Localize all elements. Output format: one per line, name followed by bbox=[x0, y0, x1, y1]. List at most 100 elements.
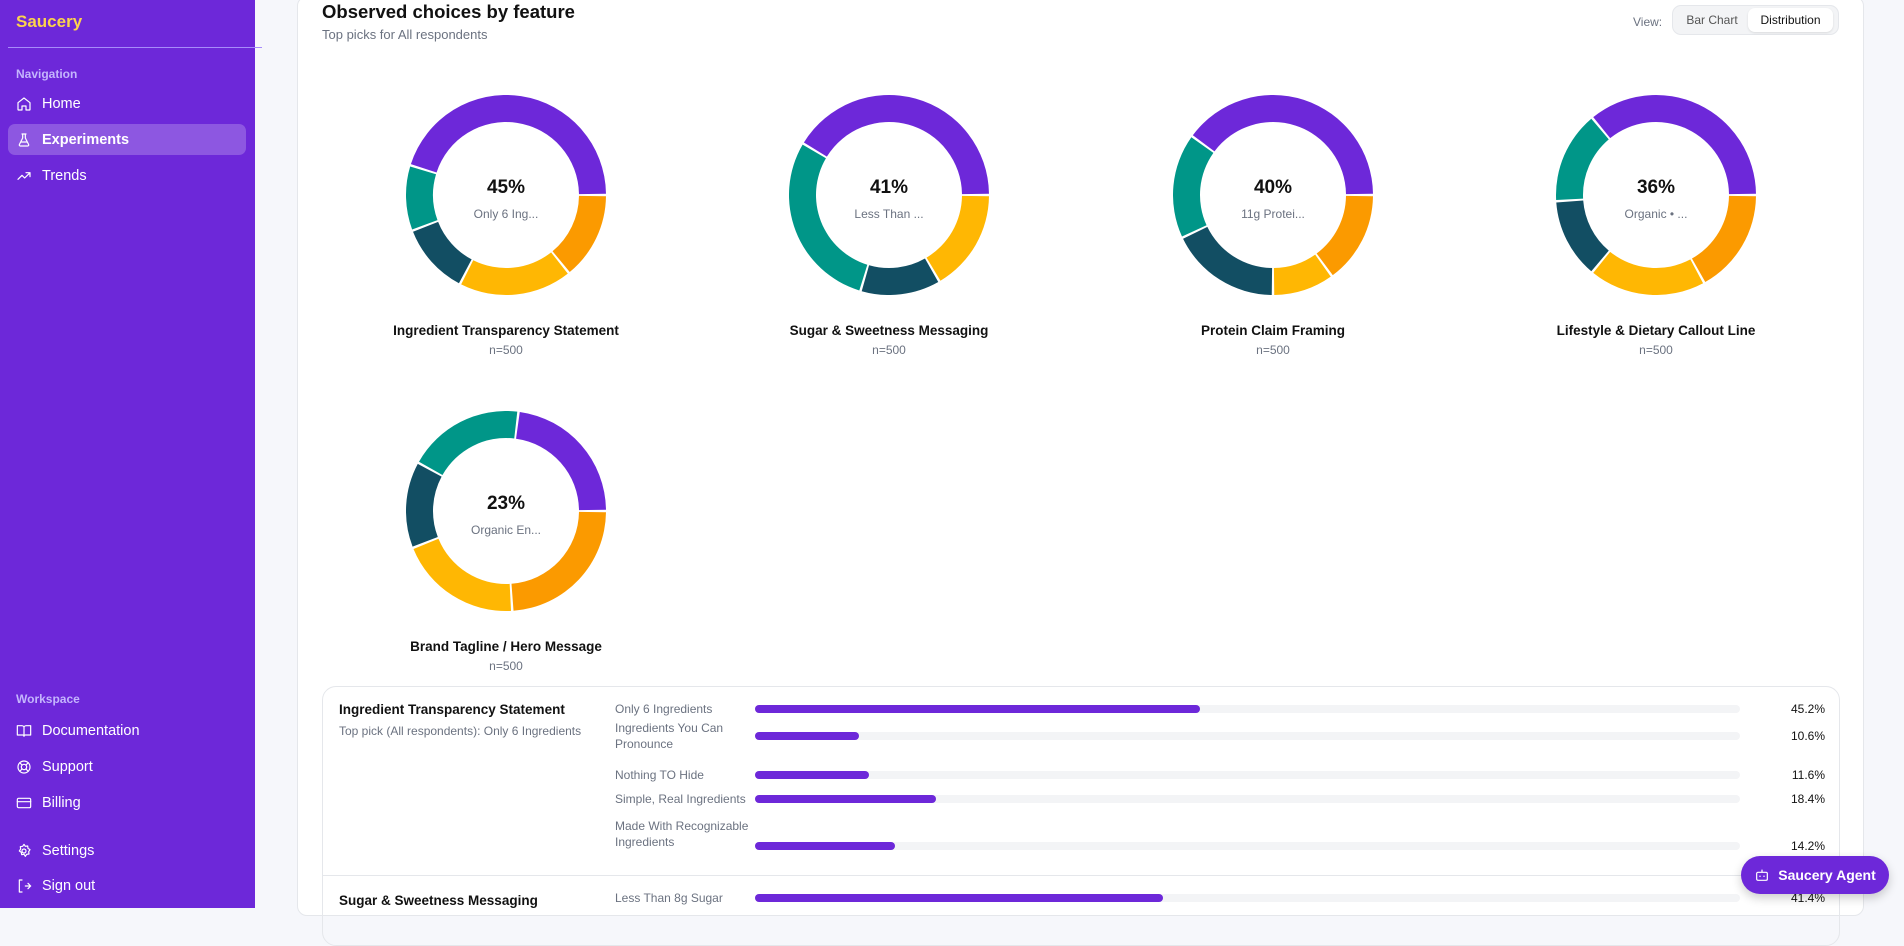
donut-segment[interactable] bbox=[406, 166, 438, 230]
donut-chart: 23% Organic En... Brand Tagline / Hero Mes… bbox=[356, 411, 656, 681]
donut-segment[interactable] bbox=[406, 463, 442, 547]
donut-segment[interactable] bbox=[861, 258, 939, 295]
sidebar: Saucery Navigation Home Experiments Tren… bbox=[0, 0, 262, 908]
feature-name: Ingredient Transparency Statement bbox=[393, 323, 619, 338]
sidebar-item-support[interactable]: Support bbox=[8, 751, 246, 782]
donut-segment[interactable] bbox=[803, 95, 989, 195]
app-logo[interactable]: Saucery bbox=[16, 12, 83, 31]
donut-center-label: Organic En... bbox=[470, 523, 542, 537]
donut-segment[interactable] bbox=[461, 252, 568, 295]
sidebar-item-home[interactable]: Home bbox=[8, 88, 246, 119]
sidebar-item-billing[interactable]: Billing bbox=[8, 787, 246, 818]
option-bar-track bbox=[755, 732, 1740, 740]
donut-segment[interactable] bbox=[1593, 95, 1756, 195]
option-bar-track bbox=[755, 705, 1740, 713]
donut-svg bbox=[1173, 95, 1373, 295]
divider bbox=[8, 47, 262, 48]
donut-segment[interactable] bbox=[511, 511, 606, 611]
feature-name: Lifestyle & Dietary Callout Line bbox=[1556, 323, 1756, 338]
donut-segment[interactable] bbox=[1173, 137, 1214, 237]
donut-segment[interactable] bbox=[1556, 118, 1609, 201]
option-percent: 45.2% bbox=[1790, 702, 1825, 716]
option-bar-track bbox=[755, 842, 1740, 850]
trending-up-icon bbox=[17, 171, 31, 180]
view-label: View: bbox=[1633, 15, 1663, 29]
donut-segment[interactable] bbox=[516, 411, 606, 511]
saucery-agent-button[interactable]: Saucery Agent bbox=[1741, 856, 1889, 894]
donut-segment[interactable] bbox=[1593, 251, 1704, 295]
sample-size: n=500 bbox=[1256, 343, 1290, 357]
option-label: Simple, Real Ingredients bbox=[615, 792, 746, 806]
sidebar-item-sign-out[interactable]: Sign out bbox=[8, 870, 246, 901]
distribution-view-button[interactable]: Distribution bbox=[1748, 8, 1833, 32]
sidebar-item-label: Settings bbox=[42, 842, 95, 859]
donut-segment[interactable] bbox=[1192, 95, 1373, 195]
option-label: Nothing TO Hide bbox=[615, 768, 704, 782]
donut-center-percent: 41% bbox=[869, 177, 909, 198]
donut-center-percent: 40% bbox=[1253, 177, 1293, 198]
option-label: Made With Recognizable Ingredients bbox=[615, 819, 749, 849]
gear-icon bbox=[18, 843, 31, 857]
donut-center-label: Less Than ... bbox=[854, 207, 924, 221]
donut-segment[interactable] bbox=[789, 144, 868, 291]
sidebar-item-documentation[interactable]: Documentation bbox=[8, 715, 246, 746]
feature-top-pick: Top pick (All respondents): Only 6 Ingre… bbox=[339, 724, 582, 738]
donut-segment[interactable] bbox=[552, 195, 606, 273]
donut-svg bbox=[406, 411, 606, 611]
donut-segment[interactable] bbox=[1273, 254, 1331, 295]
donut-segment[interactable] bbox=[1316, 195, 1373, 276]
donut-chart: 45% Only 6 Ing... Ingredient Transparency … bbox=[356, 95, 656, 365]
donut-center-label: 11g Protei... bbox=[1241, 207, 1305, 221]
sidebar-item-label: Support bbox=[42, 758, 93, 775]
donut-segment[interactable] bbox=[1691, 195, 1756, 283]
donut-segment[interactable] bbox=[926, 195, 989, 281]
donut-segment[interactable] bbox=[418, 411, 518, 476]
option-percent: 11.6% bbox=[1791, 768, 1825, 782]
option-percent: 14.2% bbox=[1790, 839, 1825, 853]
option-bar-fill bbox=[755, 894, 1163, 902]
sign-out-icon bbox=[18, 878, 32, 893]
robot-icon bbox=[1756, 869, 1769, 881]
donut-segment[interactable] bbox=[1183, 226, 1273, 295]
option-bar-fill bbox=[755, 705, 1201, 713]
option-bar-row: Only 6 Ingredients 45.2% bbox=[615, 701, 1825, 717]
donut-segment[interactable] bbox=[410, 95, 606, 195]
page-title: Observed choices by feature bbox=[322, 1, 575, 22]
sample-size: n=500 bbox=[489, 659, 523, 673]
feature-name: Brand Tagline / Hero Message bbox=[410, 639, 602, 654]
sample-size: n=500 bbox=[872, 343, 906, 357]
option-bar-fill bbox=[755, 842, 895, 850]
option-bar-row: Simple, Real Ingredients 18.4% bbox=[615, 791, 1825, 807]
divider bbox=[323, 875, 1839, 876]
donut-svg bbox=[406, 95, 606, 295]
feature-choices-panel: Observed choices by feature Top picks fo… bbox=[297, 0, 1864, 946]
sidebar-item-label: Sign out bbox=[42, 877, 96, 894]
bar-chart-view-button[interactable]: Bar Chart bbox=[1686, 13, 1738, 27]
donut-chart: 41% Less Than ... Sugar & Sweetness Messag… bbox=[739, 95, 1039, 365]
option-label: Ingredients You Can Pronounce bbox=[615, 721, 724, 751]
sidebar-item-trends[interactable]: Trends bbox=[8, 160, 246, 191]
donut-center-percent: 23% bbox=[486, 493, 526, 514]
option-percent: 10.6% bbox=[1790, 729, 1825, 743]
workspace-section-label: Workspace bbox=[16, 692, 80, 706]
feature-title: Ingredient Transparency Statement bbox=[339, 702, 565, 717]
donut-center-label: Organic • ... bbox=[1624, 207, 1688, 221]
donut-chart: 36% Organic • ... Lifestyle & Dietary Call… bbox=[1506, 95, 1806, 365]
sidebar-item-label: Experiments bbox=[42, 131, 130, 148]
view-toggle: Bar Chart Distribution bbox=[1672, 5, 1839, 35]
sidebar-item-experiments[interactable]: Experiments bbox=[8, 124, 246, 155]
option-bar-fill bbox=[755, 771, 870, 779]
donut-segment[interactable] bbox=[1556, 200, 1609, 272]
donut-segment[interactable] bbox=[413, 538, 512, 611]
flask-icon bbox=[18, 132, 30, 147]
agent-button-label: Saucery Agent bbox=[1778, 867, 1876, 883]
sidebar-item-label: Billing bbox=[42, 794, 81, 811]
option-bar-track bbox=[755, 771, 1740, 779]
sidebar-item-label: Trends bbox=[42, 167, 87, 184]
donut-center-label: Only 6 Ing... bbox=[473, 207, 539, 221]
option-bar-track bbox=[755, 894, 1740, 902]
sidebar-item-settings[interactable]: Settings bbox=[8, 835, 246, 866]
donut-segment[interactable] bbox=[413, 221, 472, 284]
option-bar-track bbox=[755, 795, 1740, 803]
lifebuoy-icon bbox=[17, 759, 31, 774]
